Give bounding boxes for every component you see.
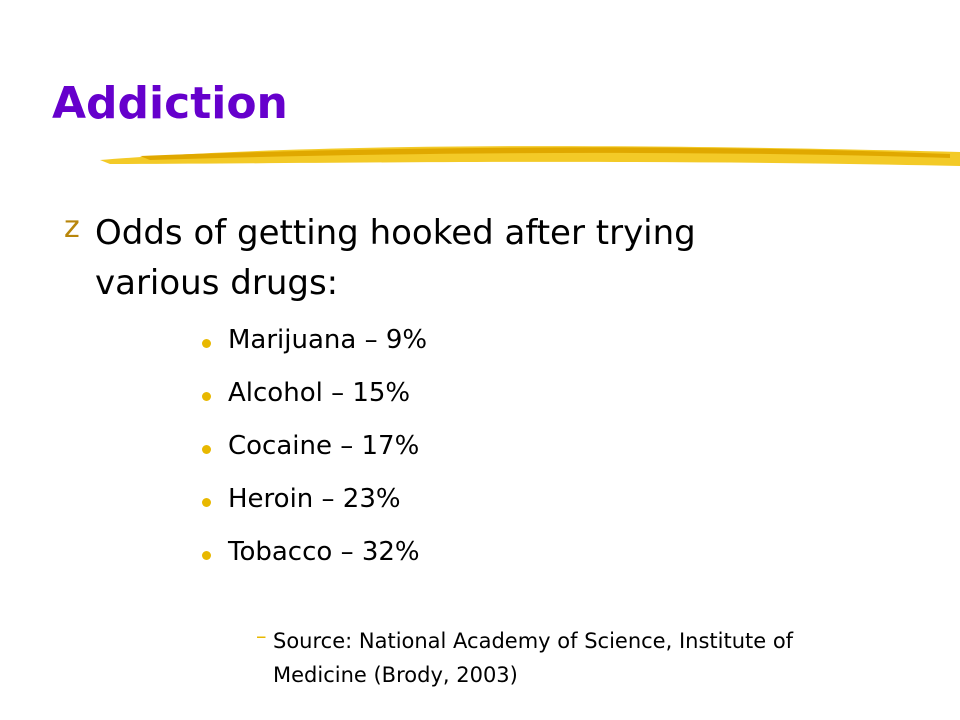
bullet-marker: z — [64, 210, 80, 245]
item-bullet — [202, 339, 211, 348]
source-marker: – — [256, 624, 267, 648]
item-bullet — [202, 392, 211, 401]
list-item: Tobacco – 32% — [228, 537, 420, 567]
list-item: Alcohol – 15% — [228, 378, 411, 408]
list-item: Marijuana – 9% — [228, 325, 428, 355]
source-text: Source: National Academy of Science, Ins… — [273, 629, 794, 687]
main-bullet: Odds of getting hooked after trying vari… — [95, 213, 696, 303]
item-bullet — [202, 498, 211, 507]
slide-title: Addiction — [52, 78, 288, 129]
list-item: Heroin – 23% — [228, 484, 401, 514]
item-bullet — [202, 551, 211, 560]
brush-stroke-shade — [140, 147, 950, 160]
item-bullet — [202, 445, 211, 454]
list-item: Cocaine – 17% — [228, 431, 420, 461]
